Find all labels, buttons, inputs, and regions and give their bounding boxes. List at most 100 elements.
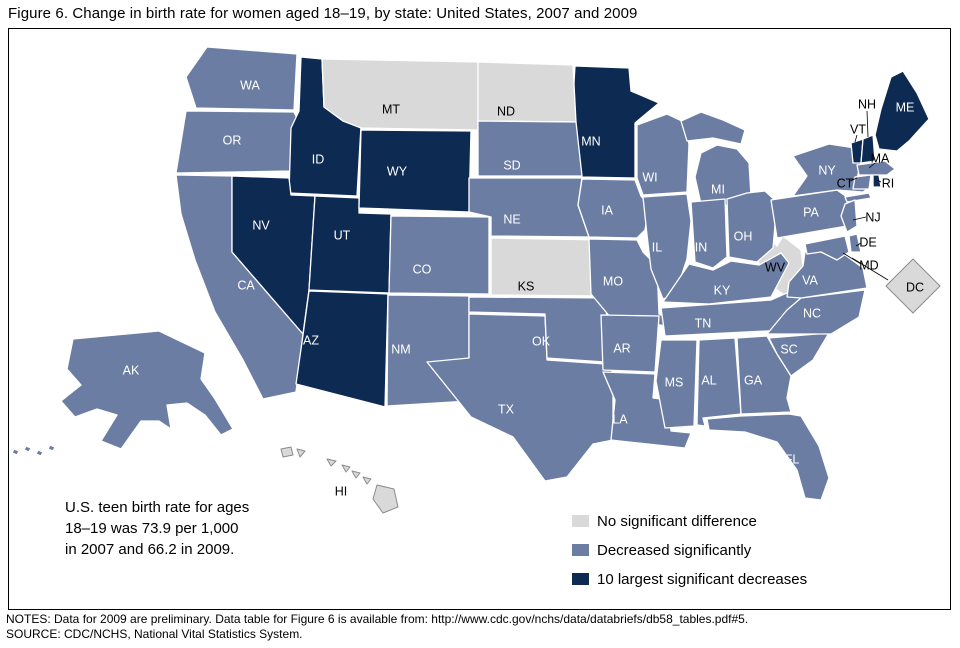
state-DC xyxy=(885,258,941,314)
state-NC xyxy=(766,289,866,335)
state-label-NH: NH xyxy=(858,97,876,111)
state-label-KS: KS xyxy=(518,279,535,293)
legend-label: Decreased significantly xyxy=(597,541,752,559)
state-HI xyxy=(280,446,399,514)
state-label-MO: MO xyxy=(603,274,623,288)
state-label-NV: NV xyxy=(252,218,270,232)
state-KY xyxy=(662,252,790,305)
us-rate-annotation: U.S. teen birth rate for ages 18–19 was … xyxy=(65,497,249,560)
state-label-NY: NY xyxy=(818,163,836,177)
state-label-CT: CT xyxy=(837,176,854,190)
figure-footnotes: NOTES: Data for 2009 are preliminary. Da… xyxy=(6,612,748,642)
state-label-WA: WA xyxy=(240,78,260,92)
state-label-AZ: AZ xyxy=(303,333,319,347)
state-label-TX: TX xyxy=(498,402,515,416)
state-SD xyxy=(477,120,583,177)
state-AR xyxy=(600,314,660,373)
state-label-ND: ND xyxy=(497,104,515,118)
state-label-PA: PA xyxy=(803,205,819,219)
state-RI xyxy=(872,174,882,188)
figure-title: Figure 6. Change in birth rate for women… xyxy=(8,5,638,22)
legend-swatch-no-significant-difference xyxy=(572,515,589,527)
legend: No significant difference Decreased sign… xyxy=(572,511,807,598)
state-AZ xyxy=(295,290,389,408)
us-choropleth-map: WA OR CA AK ID NV UT AZ WY MN MT ND KS WV DC HI CO NM TX OK… xyxy=(11,46,941,514)
state-CO xyxy=(388,215,490,295)
state-MT xyxy=(321,58,479,131)
state-label-MT: MT xyxy=(382,102,400,116)
state-label-WI: WI xyxy=(642,170,657,184)
state-label-ID: ID xyxy=(312,152,325,166)
state-NJ xyxy=(840,199,858,233)
state-WY xyxy=(358,129,472,213)
state-label-VA: VA xyxy=(802,273,818,287)
state-ND xyxy=(477,61,577,123)
callout-line xyxy=(854,134,858,143)
state-label-LA: LA xyxy=(612,412,628,426)
state-label-FL: FL xyxy=(785,452,800,466)
legend-label: 10 largest significant decreases xyxy=(597,570,808,588)
callout-line xyxy=(866,110,869,138)
state-NH xyxy=(860,134,876,164)
state-AK xyxy=(11,330,234,457)
state-label-MA: MA xyxy=(871,151,890,165)
state-label-GA: GA xyxy=(744,373,763,387)
legend-label: No significant difference xyxy=(597,512,757,530)
legend-swatch-decreased-significantly xyxy=(572,544,589,556)
state-label-AL: AL xyxy=(701,373,716,387)
state-label-DC: DC xyxy=(906,280,924,294)
callout-line xyxy=(849,177,858,182)
legend-item-no-significant-difference: No significant difference xyxy=(572,511,807,531)
state-label-NC: NC xyxy=(803,306,821,320)
state-CT xyxy=(852,174,872,190)
callout-line xyxy=(852,216,867,221)
state-label-CA: CA xyxy=(237,278,255,292)
state-label-OK: OK xyxy=(532,334,551,348)
state-IA xyxy=(577,178,650,239)
annotation-line: in 2007 and 66.2 in 2009. xyxy=(65,541,235,558)
state-label-IN: IN xyxy=(695,240,708,254)
state-label-MS: MS xyxy=(665,375,684,389)
figure-box: WA OR CA AK ID NV UT AZ WY MN MT ND KS WV DC HI CO NM TX OK… xyxy=(8,28,951,610)
state-label-IA: IA xyxy=(601,203,613,217)
legend-item-10-largest-decreases: 10 largest significant decreases xyxy=(572,569,807,589)
state-label-VT: VT xyxy=(850,122,866,136)
state-label-KY: KY xyxy=(714,283,731,297)
state-label-RI: RI xyxy=(882,176,895,190)
notes-line: NOTES: Data for 2009 are preliminary. Da… xyxy=(6,612,749,626)
state-label-WV: WV xyxy=(765,260,786,274)
callout-line xyxy=(851,257,889,281)
legend-item-decreased-significantly: Decreased significantly xyxy=(572,540,807,560)
source-line: SOURCE: CDC/NCHS, National Vital Statist… xyxy=(6,627,303,641)
state-WI xyxy=(636,113,690,196)
state-FL xyxy=(706,413,830,501)
callout-line xyxy=(868,162,876,169)
state-label-AK: AK xyxy=(123,363,140,377)
state-OH xyxy=(726,190,778,263)
state-label-MN: MN xyxy=(581,134,600,148)
state-label-MD: MD xyxy=(859,258,878,272)
state-label-UT: UT xyxy=(334,228,351,242)
legend-swatch-10-largest-decreases xyxy=(572,573,589,585)
state-AL xyxy=(696,337,742,427)
state-label-HI: HI xyxy=(335,484,348,498)
state-label-OR: OR xyxy=(223,133,242,147)
state-label-WY: WY xyxy=(387,164,408,178)
state-label-NJ: NJ xyxy=(865,210,880,224)
annotation-line: U.S. teen birth rate for ages xyxy=(65,499,250,516)
state-label-CO: CO xyxy=(413,262,432,276)
state-UT xyxy=(308,195,392,294)
state-label-AR: AR xyxy=(613,341,630,355)
state-label-IL: IL xyxy=(652,240,662,254)
state-IN xyxy=(690,198,728,269)
state-label-SC: SC xyxy=(780,342,797,356)
state-label-NE: NE xyxy=(503,212,520,226)
state-ME xyxy=(874,70,930,152)
state-DE xyxy=(848,233,862,253)
callout-line xyxy=(842,252,862,265)
state-label-ME: ME xyxy=(896,100,915,114)
callout-line xyxy=(876,179,882,183)
state-label-NM: NM xyxy=(391,342,410,356)
callout-line xyxy=(855,242,862,247)
state-MS xyxy=(655,339,698,429)
